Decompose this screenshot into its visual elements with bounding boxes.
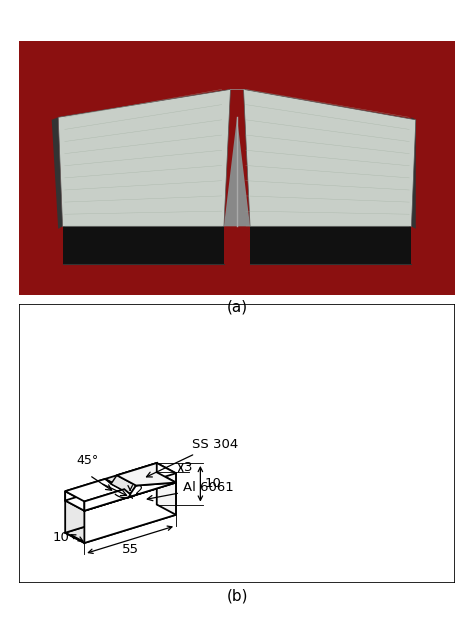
Polygon shape <box>65 479 124 501</box>
Polygon shape <box>65 463 157 500</box>
Polygon shape <box>117 463 176 486</box>
Polygon shape <box>157 472 176 515</box>
Polygon shape <box>19 41 455 295</box>
Polygon shape <box>65 505 176 543</box>
Text: SS 304: SS 304 <box>146 438 238 477</box>
Polygon shape <box>224 117 250 226</box>
Text: (b): (b) <box>226 588 248 604</box>
Polygon shape <box>411 117 416 229</box>
Polygon shape <box>65 472 176 511</box>
Text: 45°: 45° <box>76 455 99 467</box>
Text: 3: 3 <box>184 461 193 474</box>
Text: 10: 10 <box>52 531 69 545</box>
Polygon shape <box>157 463 176 482</box>
Polygon shape <box>84 473 176 511</box>
Text: (a): (a) <box>227 299 247 314</box>
Polygon shape <box>244 89 416 226</box>
Polygon shape <box>84 482 176 543</box>
Polygon shape <box>111 476 136 494</box>
Text: 2: 2 <box>136 484 144 497</box>
Polygon shape <box>65 472 157 533</box>
Polygon shape <box>117 463 176 486</box>
Polygon shape <box>52 117 63 229</box>
Text: 55: 55 <box>122 543 139 557</box>
Text: 10: 10 <box>205 477 222 490</box>
Polygon shape <box>65 491 84 511</box>
Polygon shape <box>250 226 411 264</box>
Text: Al 6061: Al 6061 <box>147 481 234 501</box>
Polygon shape <box>63 226 224 264</box>
Polygon shape <box>58 89 230 226</box>
Polygon shape <box>105 479 130 494</box>
Polygon shape <box>84 482 176 511</box>
